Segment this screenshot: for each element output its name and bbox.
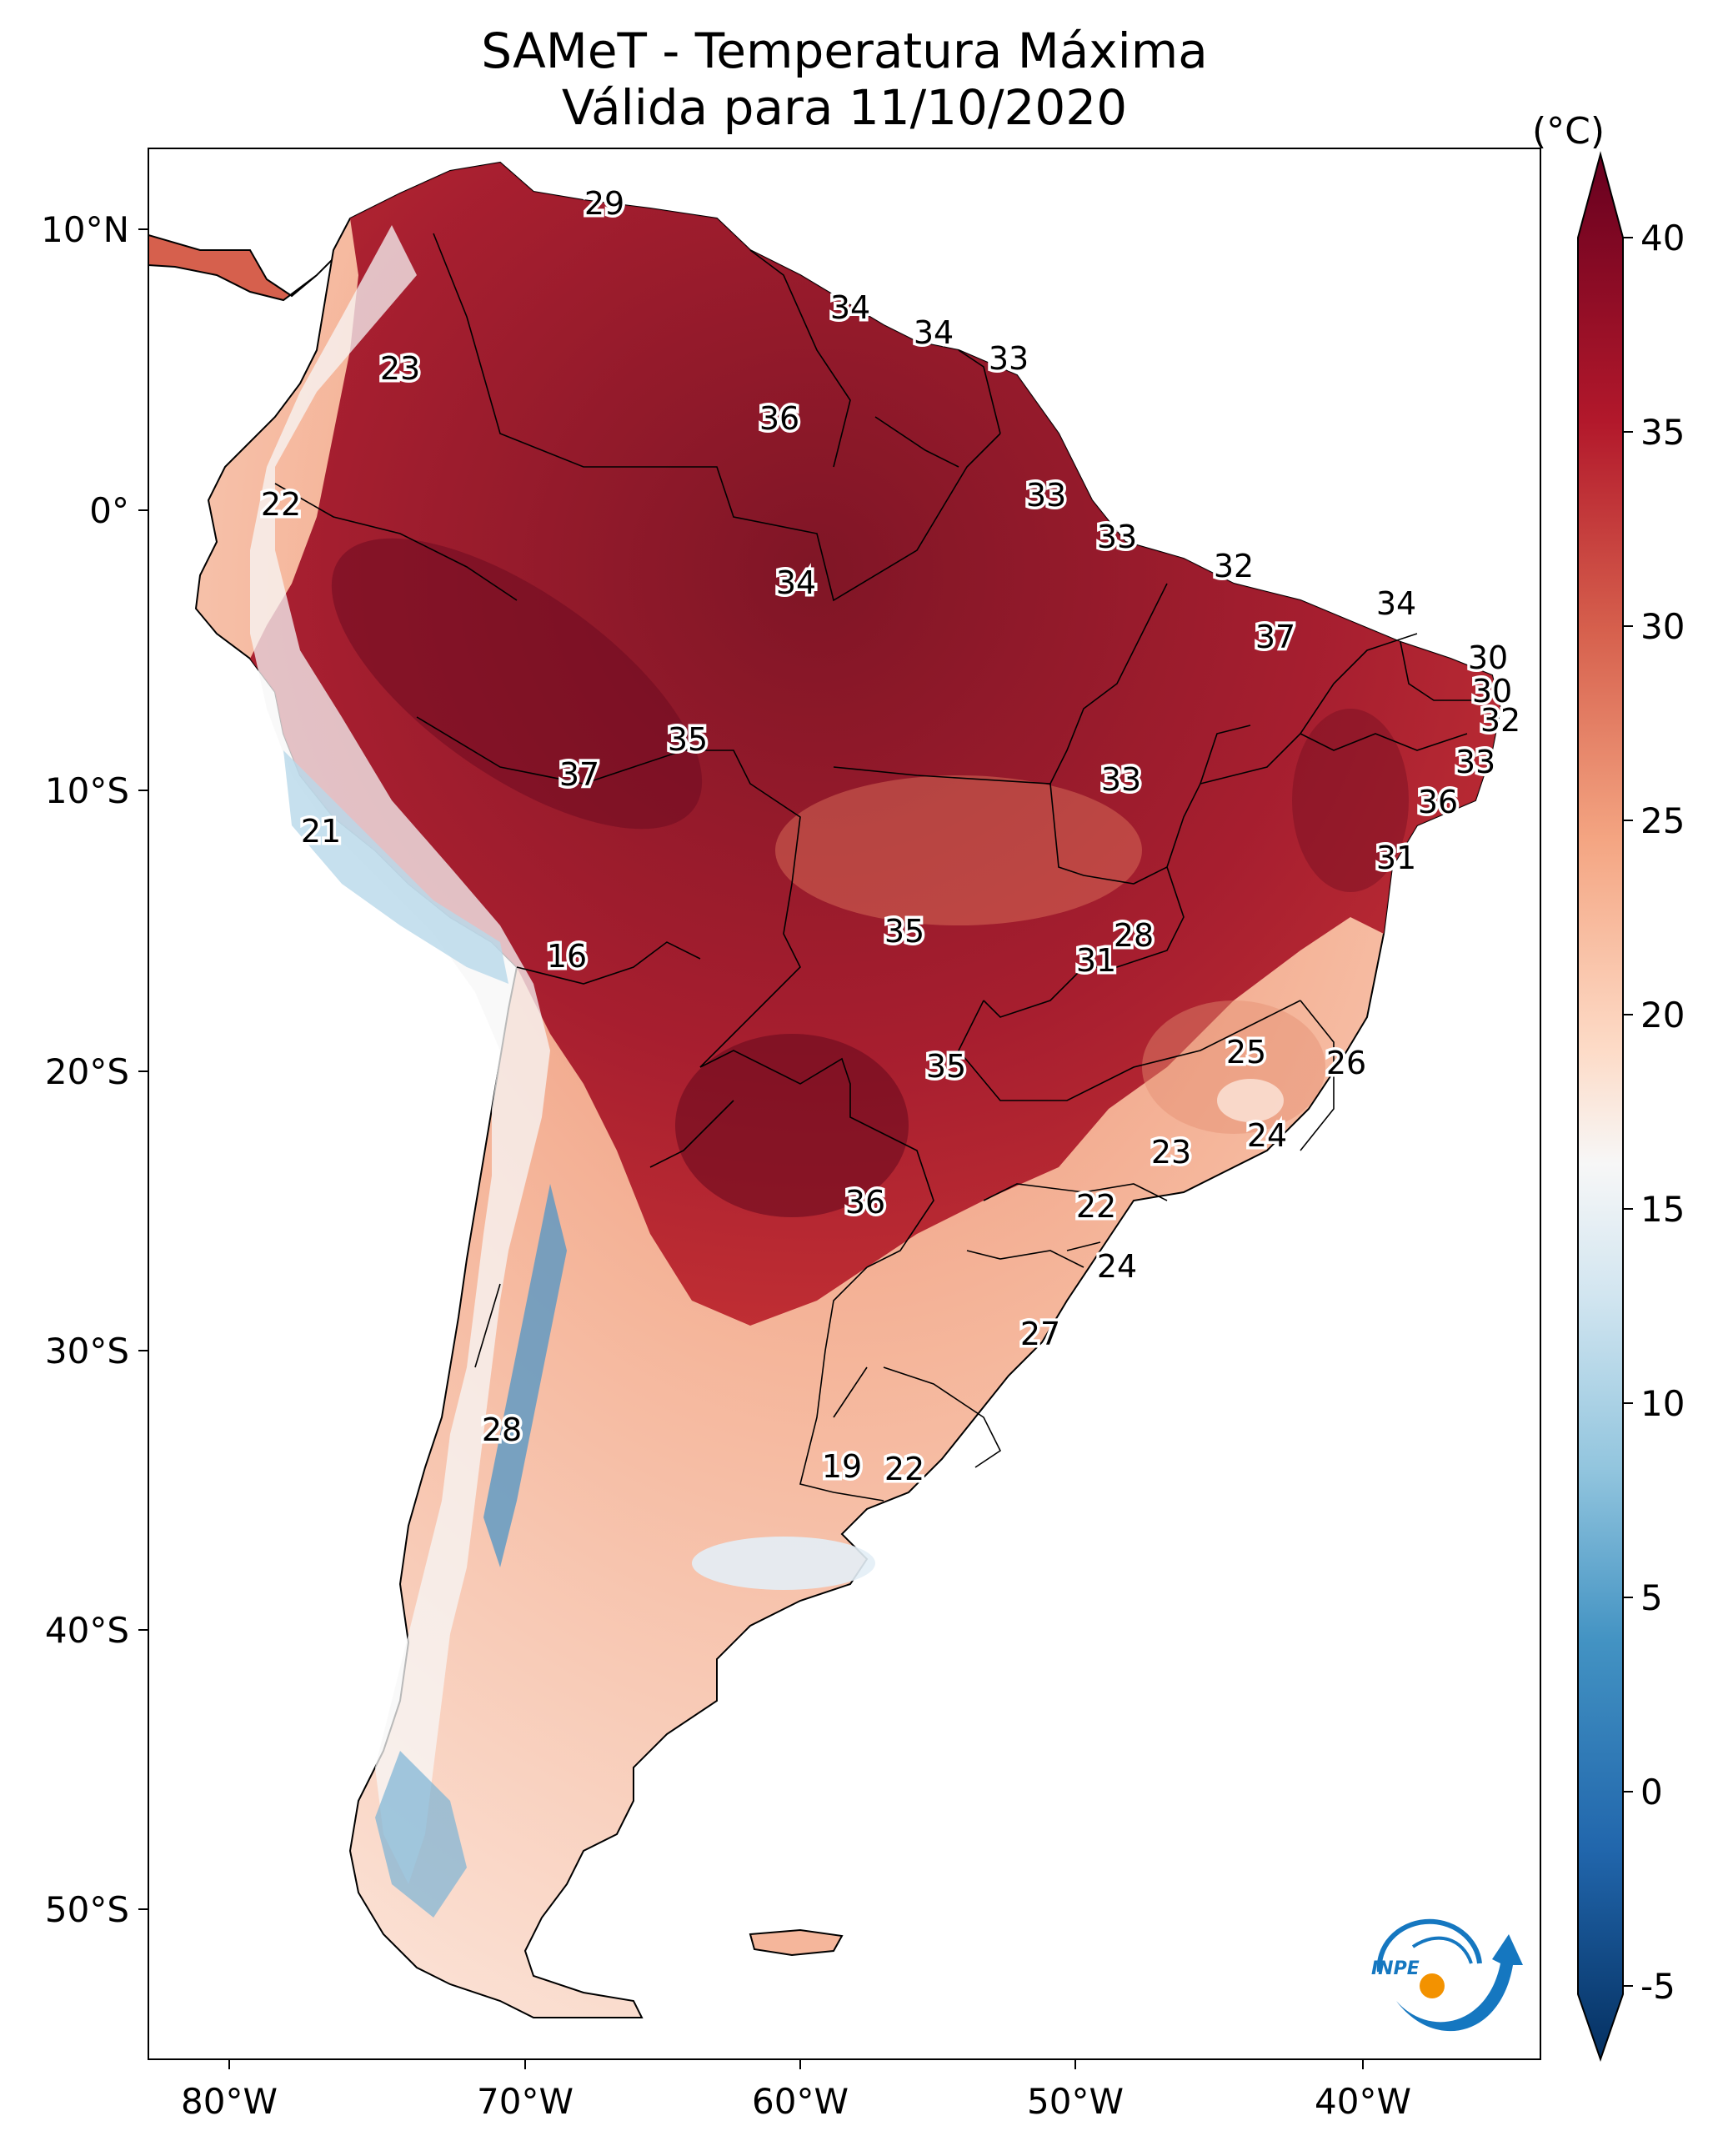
map-value-label: 33 (1455, 744, 1495, 780)
map-value-label: 21 (301, 813, 341, 850)
map-value-label: 23 (380, 350, 420, 387)
country-borders (274, 233, 1484, 1502)
map-value-label: 32 (1214, 548, 1254, 584)
lat-tick-label: 40°S (45, 1610, 129, 1651)
colorbar-tick-label: 25 (1640, 800, 1685, 841)
map-value-label: 30 (1472, 673, 1512, 709)
map-value-label: 35 (884, 913, 924, 950)
map-value-label: 24 (1247, 1117, 1287, 1154)
map-value-label: 34 (830, 289, 870, 326)
map-value-label: 22 (261, 486, 301, 523)
map-value-label: 16 (547, 938, 587, 975)
logo-wordmark: INPE (1371, 1958, 1420, 1979)
colorbar-tick-label: 30 (1640, 606, 1685, 647)
lat-tick-label: 20°S (45, 1051, 129, 1092)
map-value-label: 35 (926, 1048, 966, 1085)
map-value-label: 31 (1376, 840, 1416, 876)
map-value-label: 29 (584, 185, 624, 222)
map-value-label: 27 (1020, 1316, 1060, 1352)
map-value-label: 33 (1101, 761, 1141, 798)
longitude-axis: 80°W 70°W 60°W 50°W 40°W (181, 2059, 1411, 2122)
map-value-label: 26 (1326, 1045, 1366, 1081)
colorbar-tick-label: 40 (1640, 218, 1685, 258)
colorbar-tick-label: 0 (1640, 1772, 1663, 1813)
colorbar-tick-label: 15 (1640, 1189, 1685, 1230)
logo-dot (1420, 1973, 1445, 1998)
map-value-label: 33 (1026, 477, 1066, 514)
colorbar-unit-label: (°C) (1532, 110, 1605, 153)
map-value-label: 19 (822, 1448, 862, 1485)
lon-tick-label: 40°W (1315, 2081, 1411, 2122)
map-value-label: 36 (1418, 784, 1458, 820)
map-value-label: 22 (1076, 1188, 1116, 1225)
map-value-label: 32 (1480, 702, 1520, 739)
map-value-label: 33 (989, 340, 1029, 377)
lat-tick-label: 10°S (45, 770, 129, 811)
lat-tick-label: 30°S (45, 1331, 129, 1371)
lon-tick-label: 80°W (181, 2081, 278, 2122)
lon-tick-label: 50°W (1027, 2081, 1124, 2122)
map-value-label: 34 (914, 314, 954, 351)
map-value-label: 28 (482, 1411, 522, 1448)
map-value-label: 37 (1255, 619, 1295, 655)
map-value-label: 34 (1376, 585, 1416, 622)
temperature-field (148, 161, 1502, 2018)
map-value-label: 33 (1097, 519, 1137, 555)
hot-region (250, 163, 1500, 1326)
colorbar-tick-label: 10 (1640, 1383, 1685, 1424)
map-value-label: 22 (884, 1451, 924, 1487)
colorbar-tick-label: 20 (1640, 995, 1685, 1035)
lon-tick-label: 60°W (752, 2081, 849, 2122)
map-value-label: 31 (1076, 942, 1116, 979)
colorbar: 40 35 30 25 20 15 10 5 0 -5 (1577, 151, 1685, 2063)
lat-tick-label: 50°S (45, 1889, 129, 1930)
colorbar-bar (1577, 151, 1624, 2063)
lat-tick-label: 0° (89, 490, 129, 531)
map-value-label: 36 (845, 1184, 885, 1221)
colorbar-tick-label: 35 (1640, 412, 1685, 453)
colorbar-ticks: 40 35 30 25 20 15 10 5 0 -5 (1623, 218, 1685, 2007)
map-value-label: 35 (668, 721, 708, 758)
inpe-logo: INPE (1371, 1918, 1523, 2032)
map-title: SAMeT - Temperatura Máxima (481, 23, 1208, 79)
map-value-label: 34 (776, 564, 816, 601)
andes-band (250, 225, 550, 1884)
map-value-label: 24 (1097, 1248, 1137, 1285)
map-value-label: 23 (1151, 1134, 1191, 1171)
latitude-axis: 10°N 0° 10°S 20°S 30°S 40°S 50°S (41, 209, 148, 1930)
map-value-label: 37 (559, 756, 599, 793)
colorbar-tick-label: 5 (1640, 1577, 1663, 1618)
map-value-label: 25 (1226, 1034, 1266, 1070)
colorbar-tick-label: -5 (1640, 1966, 1675, 2007)
map-value-label: 28 (1114, 917, 1154, 954)
map-value-label: 36 (759, 400, 799, 437)
map-subtitle: Válida para 11/10/2020 (561, 79, 1128, 136)
lat-tick-label: 10°N (41, 209, 129, 250)
map-value-label: 30 (1468, 639, 1508, 676)
lon-tick-label: 70°W (477, 2081, 573, 2122)
